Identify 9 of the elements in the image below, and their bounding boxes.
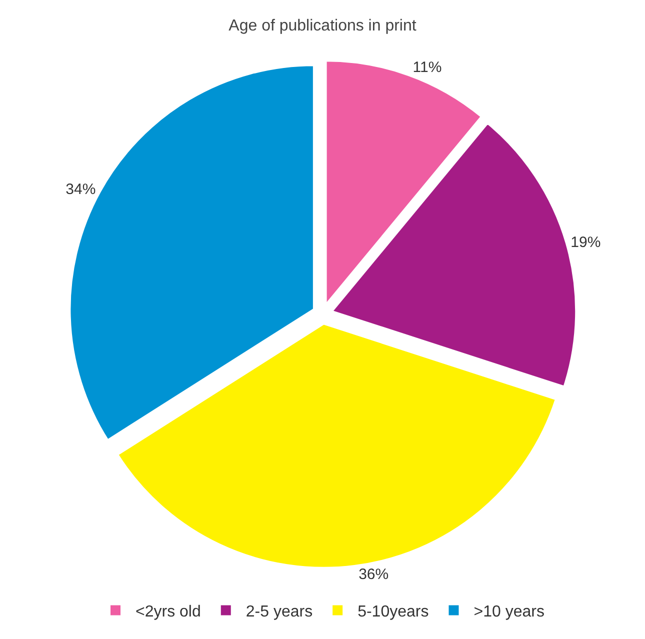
legend-label: >10 years bbox=[474, 604, 544, 621]
data-label: 19% bbox=[570, 234, 601, 251]
data-label: 36% bbox=[358, 566, 389, 583]
legend-label: <2yrs old bbox=[136, 604, 201, 621]
legend-label: 2-5 years bbox=[246, 604, 313, 621]
data-label: 11% bbox=[412, 58, 442, 76]
chart-title: Age of publications in print bbox=[228, 17, 417, 34]
data-label: 34% bbox=[66, 181, 96, 198]
legend-label: 5-10years bbox=[358, 604, 429, 621]
